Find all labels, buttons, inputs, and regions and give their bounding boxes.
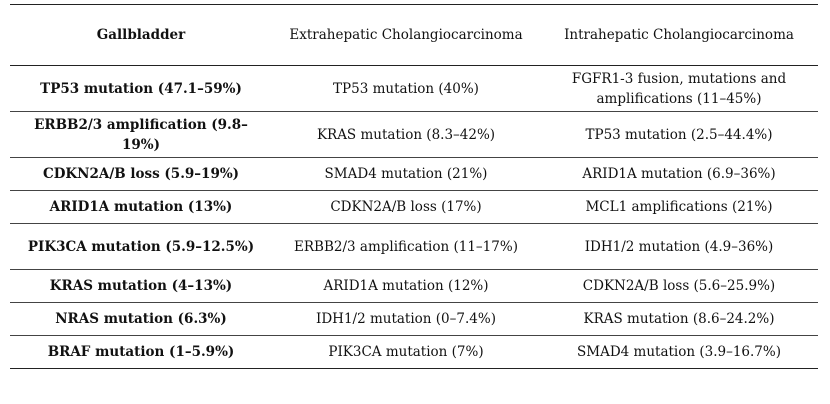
- table-row: ARID1A mutation (13%) CDKN2A/B loss (17%…: [10, 190, 818, 224]
- gallbladder-cell: TP53 mutation (47.1–59%): [10, 65, 272, 112]
- table-header: Gallbladder Extrahepatic Cholangiocarcin…: [10, 4, 818, 66]
- intrahepatic-cell: IDH1/2 mutation (4.9–36%): [540, 223, 818, 270]
- intrahepatic-cell: TP53 mutation (2.5–44.4%): [540, 111, 818, 158]
- gallbladder-cell: ARID1A mutation (13%): [10, 190, 272, 224]
- gallbladder-cell: KRAS mutation (4–13%): [10, 269, 272, 303]
- intrahepatic-cell: ARID1A mutation (6.9–36%): [540, 157, 818, 191]
- extrahepatic-cell: KRAS mutation (8.3–42%): [272, 111, 540, 158]
- intrahepatic-cell: MCL1 amplifications (21%): [540, 190, 818, 224]
- intrahepatic-cell: FGFR1-3 fusion, mutations and amplificat…: [540, 65, 818, 112]
- table-row: ERBB2/3 amplification (9.8–19%) KRAS mut…: [10, 111, 818, 158]
- table-row: PIK3CA mutation (5.9–12.5%) ERBB2/3 ampl…: [10, 223, 818, 270]
- mutation-table-container: Gallbladder Extrahepatic Cholangiocarcin…: [10, 4, 818, 369]
- gallbladder-cell: ERBB2/3 amplification (9.8–19%): [10, 111, 272, 158]
- intrahepatic-cell: CDKN2A/B loss (5.6–25.9%): [540, 269, 818, 303]
- gallbladder-cell: BRAF mutation (1–5.9%): [10, 335, 272, 369]
- extrahepatic-cell: TP53 mutation (40%): [272, 65, 540, 112]
- header-extrahepatic: Extrahepatic Cholangiocarcinoma: [272, 4, 540, 66]
- header-gallbladder: Gallbladder: [10, 4, 272, 66]
- table-row: KRAS mutation (4–13%) ARID1A mutation (1…: [10, 269, 818, 303]
- mutation-frequency-table: Gallbladder Extrahepatic Cholangiocarcin…: [10, 4, 818, 369]
- gallbladder-cell: NRAS mutation (6.3%): [10, 302, 272, 336]
- gallbladder-cell: CDKN2A/B loss (5.9–19%): [10, 157, 272, 191]
- intrahepatic-cell: KRAS mutation (8.6–24.2%): [540, 302, 818, 336]
- table-row: NRAS mutation (6.3%) IDH1/2 mutation (0–…: [10, 302, 818, 336]
- extrahepatic-cell: CDKN2A/B loss (17%): [272, 190, 540, 224]
- intrahepatic-cell: SMAD4 mutation (3.9–16.7%): [540, 335, 818, 369]
- header-intrahepatic: Intrahepatic Cholangiocarcinoma: [540, 4, 818, 66]
- extrahepatic-cell: SMAD4 mutation (21%): [272, 157, 540, 191]
- header-row: Gallbladder Extrahepatic Cholangiocarcin…: [10, 4, 818, 66]
- table-row: BRAF mutation (1–5.9%) PIK3CA mutation (…: [10, 335, 818, 369]
- table-row: CDKN2A/B loss (5.9–19%) SMAD4 mutation (…: [10, 157, 818, 191]
- extrahepatic-cell: ERBB2/3 amplification (11–17%): [272, 223, 540, 270]
- gallbladder-cell: PIK3CA mutation (5.9–12.5%): [10, 223, 272, 270]
- extrahepatic-cell: ARID1A mutation (12%): [272, 269, 540, 303]
- table-body: TP53 mutation (47.1–59%) TP53 mutation (…: [10, 65, 818, 369]
- extrahepatic-cell: PIK3CA mutation (7%): [272, 335, 540, 369]
- extrahepatic-cell: IDH1/2 mutation (0–7.4%): [272, 302, 540, 336]
- table-row: TP53 mutation (47.1–59%) TP53 mutation (…: [10, 65, 818, 112]
